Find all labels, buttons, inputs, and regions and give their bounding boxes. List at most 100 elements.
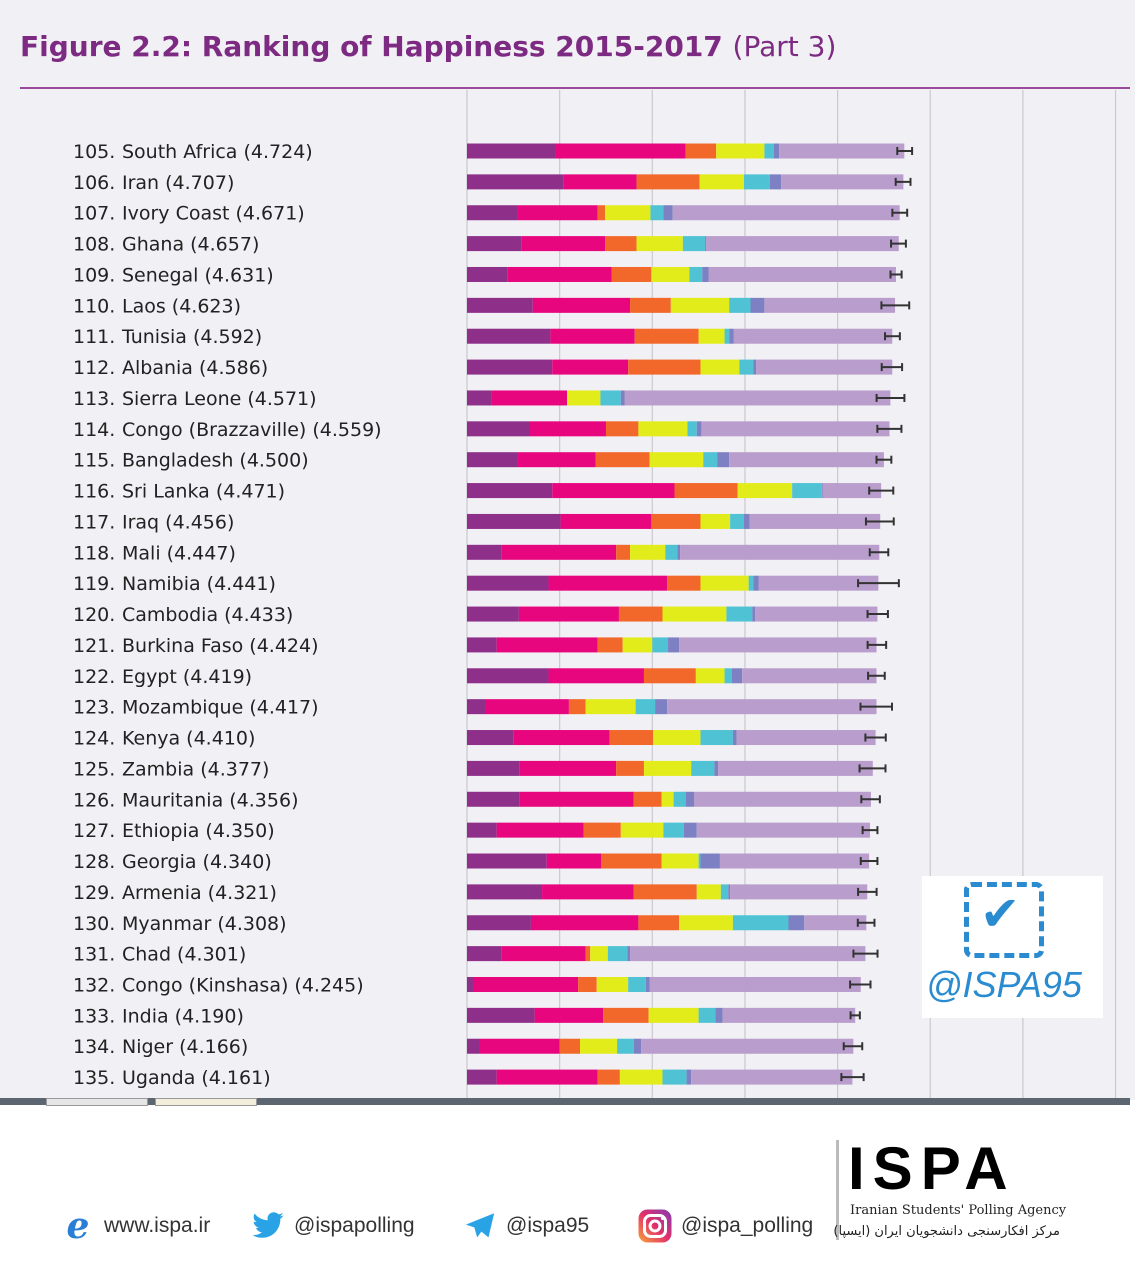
bar-segment-dystopia-residual	[749, 513, 881, 529]
bar-segment-freedom	[699, 174, 745, 190]
bar-segment-social-support	[501, 946, 586, 962]
ispa-english-name: Iranian Students' Polling Agency	[850, 1203, 1067, 1218]
bar-segment-generosity	[652, 637, 669, 653]
window-bottom-strip	[0, 1098, 1130, 1105]
bar-segment-generosity	[617, 1038, 634, 1054]
rank-label: 134.	[73, 1036, 115, 1058]
bar-segment-health	[633, 791, 662, 807]
footer-twitter[interactable]: @ispapolling	[250, 1207, 415, 1245]
bar-segment-freedom	[590, 946, 608, 962]
sheet-tab[interactable]	[155, 1098, 257, 1106]
bar-segment-freedom	[698, 328, 725, 344]
bar-segment-gdp	[467, 205, 518, 221]
country-label: Mozambique (4.417)	[122, 697, 319, 719]
bar-segment-generosity	[662, 1069, 687, 1085]
bar-segment-health	[597, 637, 623, 653]
country-label: Ethiopia (4.350)	[122, 820, 275, 842]
bar-segment-dystopia-residual	[691, 1069, 853, 1085]
bar-segment-freedom	[605, 205, 651, 221]
bar-segment-corruption	[645, 976, 650, 992]
bar-segment-dystopia-residual	[719, 853, 870, 869]
rank-label: 125.	[73, 758, 115, 780]
country-label: Uganda (4.161)	[122, 1067, 271, 1089]
bar-segment-health	[583, 822, 621, 838]
bar-segment-dystopia-residual	[641, 1038, 854, 1054]
website-link[interactable]: www.ispa.ir	[104, 1214, 211, 1237]
bar-segment-dystopia-residual	[729, 452, 884, 468]
footer-website[interactable]: e www.ispa.ir	[60, 1207, 211, 1245]
bar-segment-freedom	[648, 1007, 699, 1023]
bar-segment-social-support	[548, 575, 668, 591]
country-label: Zambia (4.377)	[122, 758, 269, 780]
bar-segment-gdp	[467, 1069, 497, 1085]
bar-segment-generosity	[663, 822, 684, 838]
bar-segment-generosity	[720, 884, 729, 900]
bar-segment-social-support	[552, 359, 629, 375]
rank-label: 106.	[73, 172, 115, 194]
rank-label: 121.	[73, 635, 115, 657]
bar-segment-dystopia-residual	[804, 915, 867, 931]
bar-segment-corruption	[686, 1069, 692, 1085]
twitter-handle[interactable]: @ispapolling	[294, 1214, 415, 1237]
country-label: India (4.190)	[122, 1005, 244, 1027]
title-part: (Part 3)	[732, 30, 837, 63]
bar-segment-generosity	[687, 421, 697, 437]
bar-segment-dystopia-residual	[672, 205, 900, 221]
rank-label: 115.	[73, 450, 115, 472]
bar-segment-health	[674, 483, 738, 499]
sheet-tab[interactable]	[46, 1098, 148, 1106]
bar-segment-gdp	[467, 452, 518, 468]
footer-instagram[interactable]: @ispa_polling	[637, 1207, 813, 1245]
bar-segment-freedom	[716, 143, 765, 159]
rank-label: 123.	[73, 697, 115, 719]
footer-telegram[interactable]: @ispa95	[462, 1207, 589, 1245]
country-label: Ivory Coast (4.671)	[122, 203, 305, 225]
bar-segment-corruption	[788, 915, 805, 931]
bar-segment-corruption	[752, 606, 756, 622]
bar-segment-health	[638, 915, 680, 931]
bar-segment-freedom	[580, 1038, 618, 1054]
country-label: Sri Lanka (4.471)	[122, 481, 285, 503]
bar-segment-generosity	[724, 328, 730, 344]
bar-segment-corruption	[683, 822, 697, 838]
bar-segment-gdp	[467, 1007, 535, 1023]
bar-segment-corruption	[705, 236, 707, 252]
bar-segment-dystopia-residual	[718, 760, 873, 776]
bar-segment-health	[595, 452, 650, 468]
bar-segment-social-support	[560, 513, 652, 529]
bar-segment-corruption	[677, 544, 681, 560]
bar-segment-gdp	[467, 174, 564, 190]
bar-segment-social-support	[473, 976, 579, 992]
bar-segment-freedom	[651, 266, 690, 282]
country-label: Cambodia (4.433)	[122, 604, 293, 626]
instagram-handle[interactable]: @ispa_polling	[681, 1214, 814, 1237]
bar-segment-gdp	[467, 884, 543, 900]
bar-segment-generosity	[724, 668, 732, 684]
bar-segment-health	[643, 668, 696, 684]
bar-segment-social-support	[519, 791, 634, 807]
bar-segment-freedom	[643, 760, 692, 776]
bar-segment-social-support	[479, 1038, 560, 1054]
bar-segment-gdp	[467, 143, 556, 159]
bar-segment-health	[633, 884, 697, 900]
country-label: Albania (4.586)	[122, 357, 268, 379]
bar-segment-dystopia-residual	[693, 791, 871, 807]
instagram-icon	[637, 1208, 673, 1244]
bar-segment-corruption	[696, 421, 702, 437]
bar-segment-health	[611, 266, 652, 282]
twitter-bird-icon	[250, 1208, 286, 1244]
bar-segment-social-support	[552, 483, 675, 499]
bar-segment-generosity	[730, 513, 745, 529]
bar-segment-generosity	[726, 606, 753, 622]
rank-label: 129.	[73, 882, 115, 904]
bar-segment-freedom	[636, 236, 683, 252]
bar-segment-corruption	[714, 760, 719, 776]
rank-label: 124.	[73, 728, 115, 750]
bar-segment-health	[597, 1069, 620, 1085]
bar-segment-generosity	[703, 452, 718, 468]
bar-segment-dystopia-residual	[680, 544, 880, 560]
bar-segment-freedom	[661, 853, 699, 869]
rank-label: 113.	[73, 388, 115, 410]
telegram-handle[interactable]: @ispa95	[506, 1214, 590, 1237]
bar-segment-freedom	[670, 297, 730, 313]
